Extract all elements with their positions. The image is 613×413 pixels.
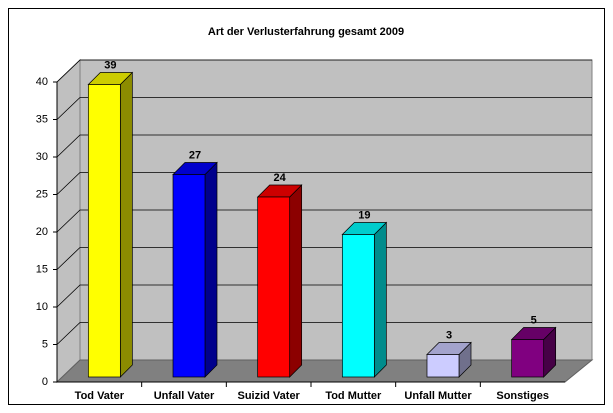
y-tick-label: 0 <box>42 376 48 388</box>
bar-front <box>341 234 375 378</box>
bar <box>426 341 472 378</box>
data-label: 24 <box>274 172 287 184</box>
y-tick-label: 30 <box>36 151 48 163</box>
x-tick-label: Suizid Vater <box>237 390 300 402</box>
bar-side <box>119 71 133 378</box>
data-label: 3 <box>446 329 452 341</box>
bar <box>341 221 388 378</box>
data-label: 19 <box>358 209 370 221</box>
bar-front <box>511 339 545 378</box>
bar <box>256 184 303 378</box>
bar-side <box>204 161 218 378</box>
y-tick-label: 35 <box>36 113 48 125</box>
bar <box>172 161 218 378</box>
x-tick-label: Sonstiges <box>496 390 549 402</box>
x-tick-label: Unfall Vater <box>154 390 215 402</box>
grid-line <box>56 172 592 195</box>
grid-line <box>56 247 592 270</box>
x-tick-label: Tod Mutter <box>325 390 382 402</box>
bar-front <box>172 174 206 378</box>
y-tick-label: 15 <box>36 263 48 275</box>
y-tick-label: 10 <box>36 301 48 313</box>
y-tick-label: 20 <box>36 226 48 238</box>
chart-title: Art der Verlusterfahrung gesamt 2009 <box>208 26 404 38</box>
x-tick-label: Unfall Mutter <box>404 390 472 402</box>
data-label: 5 <box>531 314 537 326</box>
data-label: 39 <box>104 59 116 71</box>
bar <box>87 71 134 378</box>
y-tick-label: 5 <box>42 338 48 350</box>
bar-side <box>289 184 303 378</box>
y-tick-label: 25 <box>36 188 48 200</box>
grid-line <box>56 97 592 120</box>
y-tick-label: 40 <box>36 76 48 88</box>
grid-line <box>56 284 592 308</box>
bar-front <box>87 84 121 378</box>
bar-front <box>426 354 460 378</box>
bar <box>510 326 557 378</box>
data-label: 27 <box>189 149 201 161</box>
grid-line <box>56 134 592 158</box>
grid-line <box>56 209 592 233</box>
bar-front <box>257 196 291 378</box>
grid-line <box>56 322 592 345</box>
grid-line <box>56 59 592 83</box>
x-tick-label: Tod Vater <box>75 390 125 402</box>
bar-side <box>373 221 387 378</box>
